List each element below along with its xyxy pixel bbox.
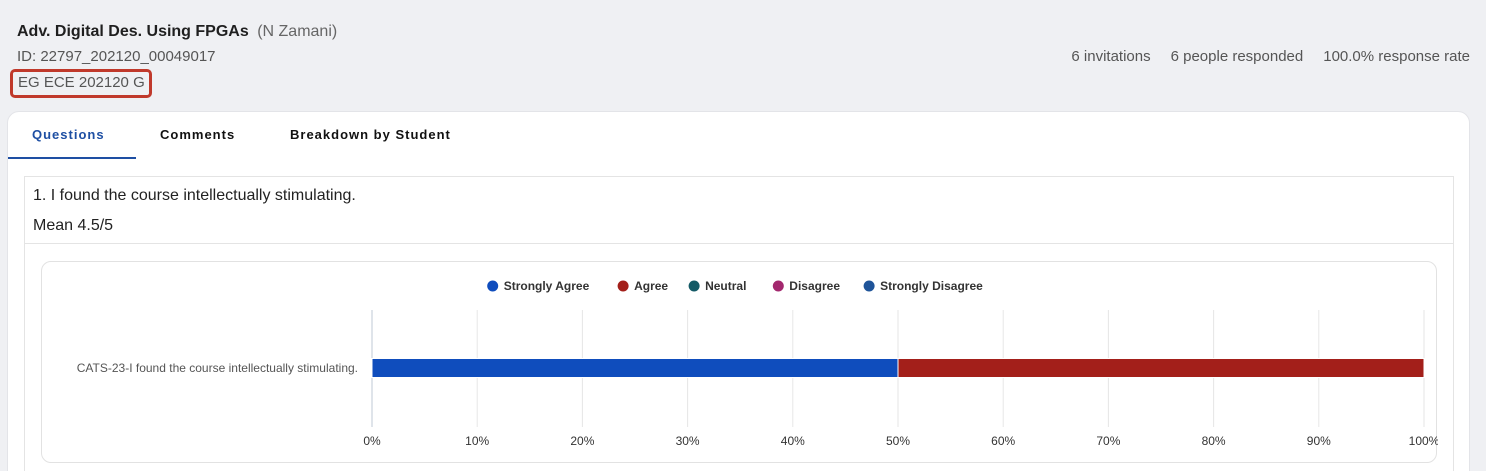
- legend-label: Strongly Disagree: [880, 279, 983, 293]
- question-title: 1. I found the course intellectually sti…: [33, 187, 356, 204]
- tab-breakdown-by-student[interactable]: Breakdown by Student: [290, 127, 451, 142]
- x-tick-label: 100%: [1409, 434, 1438, 448]
- legend-marker: [688, 280, 700, 292]
- report-panel: Questions Comments Breakdown by Student …: [7, 111, 1470, 471]
- x-tick-label: 0%: [363, 434, 381, 448]
- tab-questions[interactable]: Questions: [32, 127, 105, 142]
- x-tick-label: 30%: [676, 434, 700, 448]
- question-divider: [25, 243, 1453, 244]
- legend-marker: [617, 280, 629, 292]
- active-tab-indicator: [8, 157, 136, 159]
- x-tick-label: 90%: [1307, 434, 1331, 448]
- question-card: 1. I found the course intellectually sti…: [24, 176, 1454, 471]
- x-tick-label: 40%: [781, 434, 805, 448]
- legend-marker: [772, 280, 784, 292]
- bar-strongly-agree: [371, 358, 899, 378]
- invitations-count: 6 invitations: [1071, 48, 1151, 65]
- x-tick-label: 50%: [886, 434, 910, 448]
- x-tick-label: 80%: [1202, 434, 1226, 448]
- question-mean: Mean 4.5/5: [33, 217, 114, 234]
- stacked-bar-chart: Strongly Agree Agree Neutral Disagree Strong…: [77, 279, 1438, 448]
- instructor-name: (N Zamani): [257, 23, 338, 40]
- tab-comments[interactable]: Comments: [160, 127, 236, 142]
- bar-agree: [897, 358, 1425, 378]
- section-code: EG ECE 202120 G: [10, 69, 152, 98]
- category-label: CATS-23-I found the course intellectuall…: [77, 361, 358, 375]
- legend-marker: [863, 280, 875, 292]
- legend-label: Disagree: [789, 279, 840, 293]
- course-title: Adv. Digital Des. Using FPGAs (N Zamani): [17, 23, 337, 41]
- x-tick-label: 60%: [991, 434, 1015, 448]
- legend-marker: [487, 280, 499, 292]
- x-tick-label: 20%: [570, 434, 594, 448]
- course-name: Adv. Digital Des. Using FPGAs: [17, 23, 249, 40]
- chart-card: Strongly Agree Agree Neutral Disagree Strong…: [41, 261, 1438, 463]
- responded-count: 6 people responded: [1170, 48, 1304, 65]
- response-rate: 100.0% response rate: [1323, 48, 1470, 65]
- legend-label: Neutral: [705, 279, 746, 293]
- legend-label: Strongly Agree: [504, 279, 590, 293]
- legend-label: Agree: [634, 279, 668, 293]
- course-id: ID: 22797_202120_00049017: [17, 48, 216, 65]
- tab-bar: Questions Comments Breakdown by Student: [8, 112, 1469, 160]
- x-tick-label: 70%: [1096, 434, 1120, 448]
- x-tick-label: 10%: [465, 434, 489, 448]
- response-stats: 6 invitations 6 people responded 100.0% …: [1071, 48, 1470, 65]
